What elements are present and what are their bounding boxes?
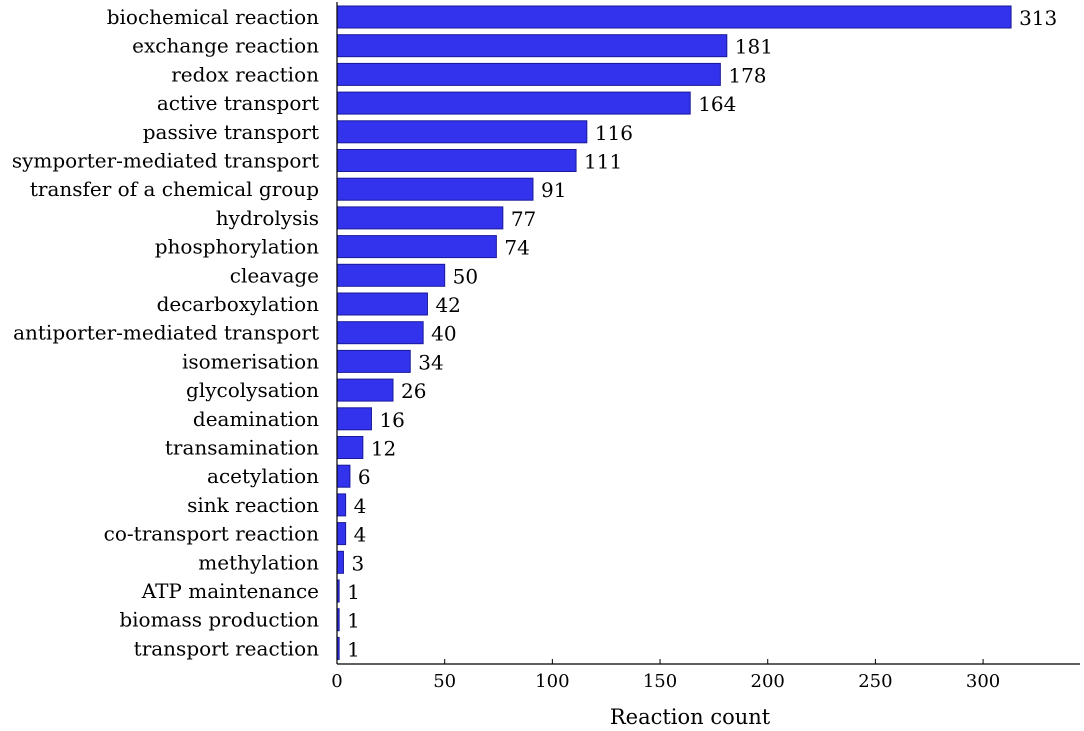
category-label: deamination — [193, 407, 319, 431]
x-tick-label: 250 — [858, 671, 892, 692]
category-label: decarboxylation — [157, 292, 320, 316]
bar — [336, 436, 364, 459]
value-label: 313 — [1019, 6, 1057, 30]
x-tick-label: 150 — [643, 671, 677, 692]
bar — [336, 464, 351, 488]
value-label: 77 — [511, 207, 536, 231]
bar — [336, 5, 1012, 29]
category-label: glycolysation — [186, 378, 319, 402]
category-label: acetylation — [207, 464, 319, 488]
bar — [336, 62, 721, 86]
value-label: 26 — [401, 379, 426, 403]
category-label: cleavage — [230, 263, 319, 287]
value-label: 6 — [358, 465, 371, 489]
axis-layer: 0 50 100 150 200 250 300 — [331, 2, 1080, 692]
category-label: biochemical reaction — [107, 5, 319, 29]
value-label: 4 — [354, 494, 367, 518]
value-label: 178 — [728, 63, 766, 87]
category-label: redox reaction — [171, 62, 319, 86]
category-label: exchange reaction — [132, 34, 319, 58]
value-label: 1 — [347, 609, 360, 633]
bar — [336, 149, 577, 172]
bar — [336, 493, 347, 517]
bar — [336, 206, 504, 230]
bar — [336, 522, 347, 546]
category-label: hydrolysis — [216, 206, 319, 230]
x-tick-label: 200 — [751, 671, 785, 692]
category-label: methylation — [198, 550, 319, 574]
x-tick-label: 0 — [331, 671, 342, 692]
bar — [336, 292, 428, 316]
bar — [336, 378, 394, 402]
value-label: 34 — [418, 350, 443, 374]
bar — [336, 34, 728, 58]
value-label: 12 — [371, 437, 396, 461]
value-label: 181 — [735, 35, 773, 59]
value-label: 111 — [584, 150, 622, 174]
category-label: transfer of a chemical group — [30, 177, 319, 201]
bar — [336, 91, 691, 115]
category-label: biomass production — [119, 608, 319, 632]
category-label: phosphorylation — [155, 235, 319, 259]
bar — [336, 177, 534, 201]
bar — [336, 349, 411, 373]
value-label: 74 — [504, 236, 529, 260]
category-label: ATP maintenance — [141, 579, 319, 603]
labels-layer: biochemical reaction 313 exchange reaction… — [12, 5, 1057, 661]
category-label: antiporter-mediated transport — [13, 321, 319, 345]
value-label: 1 — [347, 637, 360, 661]
value-label: 91 — [541, 178, 566, 202]
bar — [336, 263, 446, 287]
category-label: sink reaction — [187, 493, 319, 517]
value-label: 116 — [595, 121, 633, 145]
value-label: 40 — [431, 322, 456, 346]
value-label: 16 — [379, 408, 404, 432]
bar — [336, 550, 344, 574]
category-label: symporter-mediated transport — [12, 149, 319, 173]
value-label: 50 — [453, 264, 478, 288]
category-label: co-transport reaction — [104, 522, 319, 546]
bar — [336, 235, 497, 259]
bar — [336, 407, 372, 431]
value-label: 4 — [354, 523, 367, 547]
x-tick-label: 50 — [433, 671, 456, 692]
bar — [336, 321, 424, 345]
x-tick-label: 100 — [535, 671, 569, 692]
value-label: 164 — [698, 92, 736, 116]
category-label: isomerisation — [182, 349, 319, 373]
value-label: 1 — [347, 580, 360, 604]
value-label: 42 — [435, 293, 460, 317]
x-tick-label: 300 — [966, 671, 1000, 692]
category-label: passive transport — [143, 120, 319, 144]
category-label: active transport — [157, 91, 319, 115]
x-axis-title: Reaction count — [610, 705, 771, 729]
value-label: 3 — [351, 551, 364, 575]
bar — [336, 120, 588, 144]
category-label: transamination — [165, 436, 319, 460]
category-label: transport reaction — [134, 636, 319, 660]
